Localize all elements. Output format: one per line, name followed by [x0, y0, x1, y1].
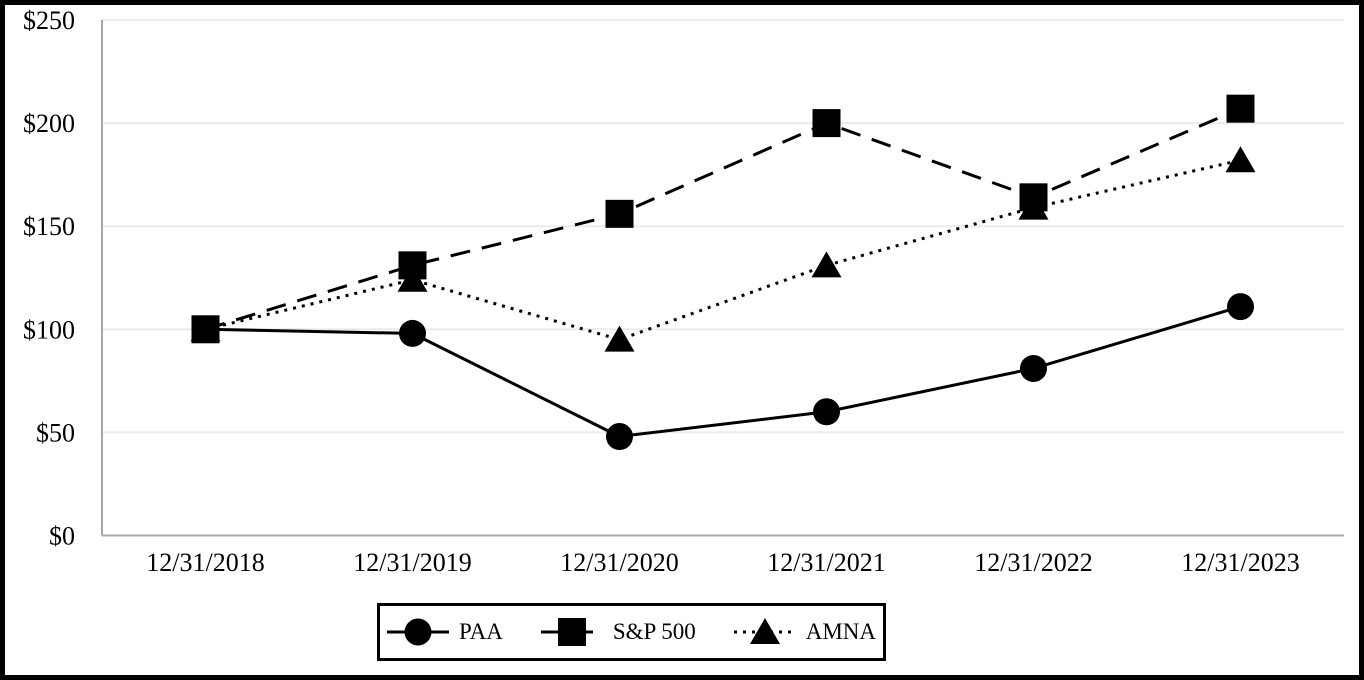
amna-series-marker-icon — [733, 616, 796, 648]
svg-text:$250: $250 — [23, 6, 75, 35]
svg-text:12/31/2018: 12/31/2018 — [146, 548, 264, 577]
legend-item-sp500: S&P 500 — [540, 616, 696, 648]
svg-text:$100: $100 — [23, 315, 75, 344]
svg-text:12/31/2022: 12/31/2022 — [974, 548, 1092, 577]
svg-text:12/31/2023: 12/31/2023 — [1181, 548, 1299, 577]
sp500-series-marker-icon — [540, 616, 603, 648]
legend: PAA S&P 500 AMNA — [377, 603, 886, 661]
legend-label-sp500: S&P 500 — [612, 619, 696, 644]
svg-text:12/31/2019: 12/31/2019 — [353, 548, 471, 577]
svg-text:$50: $50 — [36, 418, 75, 447]
legend-label-amna: AMNA — [805, 619, 877, 644]
legend-label-paa: PAA — [458, 619, 503, 644]
svg-text:$0: $0 — [49, 522, 75, 551]
legend-item-amna: AMNA — [733, 616, 877, 648]
svg-text:$150: $150 — [23, 212, 75, 241]
paa-series-marker-icon — [386, 616, 449, 648]
svg-text:$200: $200 — [23, 109, 75, 138]
svg-text:12/31/2021: 12/31/2021 — [767, 548, 885, 577]
legend-item-paa: PAA — [386, 616, 503, 648]
svg-text:12/31/2020: 12/31/2020 — [560, 548, 678, 577]
